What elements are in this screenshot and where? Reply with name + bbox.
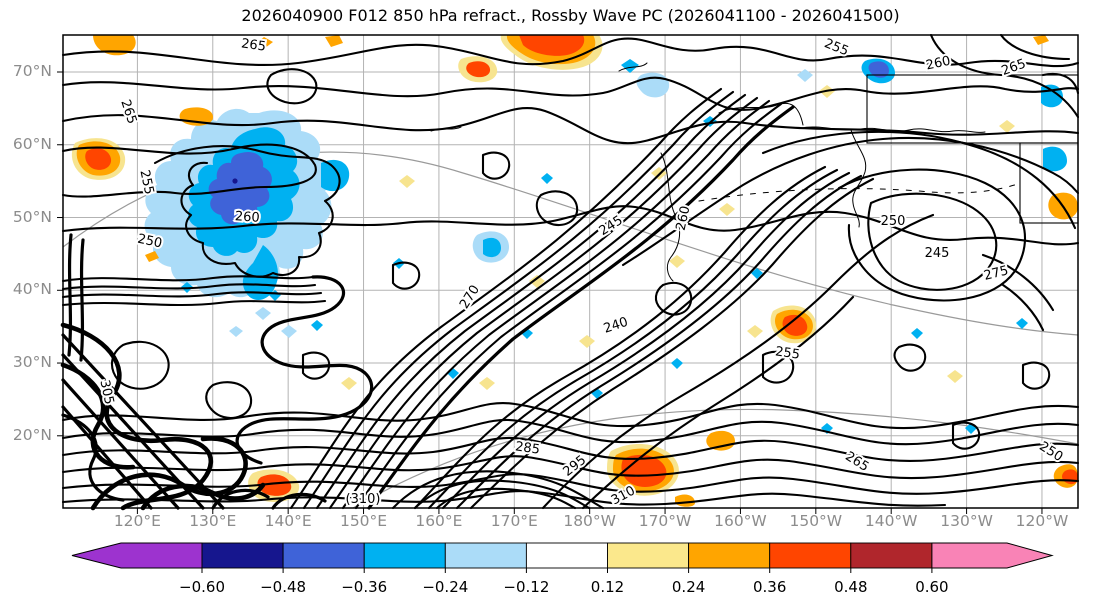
x-tick-label: 120°E [113,512,161,530]
colorbar-segment [688,542,771,569]
colorbar-tick-label: 0.12 [591,578,624,596]
x-tick-label: 150°E [339,512,388,530]
x-tick-label: 120°W [1015,512,1069,530]
axis-ticks [57,71,1043,514]
contour-label: 265 [117,98,139,126]
y-tick-label: 60°N [12,134,52,153]
contour-label: 260 [234,209,260,226]
colorbar-tick-label: 0.48 [834,578,867,596]
map-plot: 265 265 255 260 265 255 260 260 245 250 270 240 250 2… [57,33,1080,524]
coastlines [430,62,1022,282]
colorbar-segment [201,542,284,569]
x-tick-label: 130°W [940,512,993,530]
plot-frame [62,34,1079,509]
y-tick-label: 20°N [12,425,52,444]
y-tick-label: 30°N [12,353,52,372]
colorbar-tick-label: −0.60 [179,578,225,596]
colorbar-segment [444,542,527,569]
colorbar-segment [525,542,608,569]
colorbar-tick-label: 0.36 [753,578,786,596]
contour-label: 260 [674,205,694,232]
x-tick-label: 140°E [264,512,312,530]
contour-label: 255 [774,344,801,362]
y-tick-label: 50°N [12,207,52,226]
map-canvas: 265 265 255 260 265 255 260 260 245 250 270 240 250 2… [57,33,1080,514]
contour-label: 285 [514,439,541,457]
contour-label: 240 [602,315,630,337]
colorbar-tick-label: 0.60 [915,578,948,596]
colorbar-tick-label: −0.12 [503,578,549,596]
contour-label: 260 [925,54,952,74]
colorbar-tick-label: −0.48 [260,578,306,596]
colorbar-segment [282,542,365,569]
contour-label: 255 [822,36,851,59]
contour-label: 245 [925,246,950,261]
x-tick-label: 150°W [789,512,843,530]
contour-lines [60,33,1080,511]
colorbar-under-arrow [71,542,203,569]
colorbar-segment [363,542,446,569]
colorbar: −0.60 −0.48 −0.36 −0.24 −0.12 0.12 0.24 0.36 0.4… [71,542,1054,596]
contour-label: 265 [1000,56,1028,79]
contour-label: 270 [457,283,483,312]
colorbar-tick-label: −0.24 [422,578,468,596]
colorbar-tick-label: 0.24 [672,578,705,596]
x-tick-label: 160°W [714,512,767,530]
colorbar-segment [850,542,933,569]
x-tick-label: 160°E [415,512,463,530]
y-tick-label: 70°N [12,62,52,80]
contour-label: 255 [137,169,157,196]
colorbar-segment [769,542,852,569]
contour-label: 250 [136,232,163,252]
y-tick-label: 40°N [12,280,52,299]
contour-label: 265 [240,36,267,54]
x-tick-label: 140°W [864,512,918,530]
contour-label: 250 [881,214,906,229]
contour-label: (310) [346,492,381,507]
colorbar-over-arrow [931,542,1054,569]
contour-label: 305 [97,379,117,406]
x-tick-label: 170°W [638,512,692,530]
x-tick-label: 170°E [490,512,538,530]
figure-title: 2026040900 F012 850 hPa refract., Rossby… [241,6,900,25]
contour-label: 295 [560,453,589,480]
colorbar-segment [607,542,690,569]
colorbar-tick-label: −0.36 [341,578,387,596]
x-tick-label: 180°W [563,512,616,530]
contour-label: 275 [982,263,1010,284]
x-tick-label: 130°E [189,512,237,530]
